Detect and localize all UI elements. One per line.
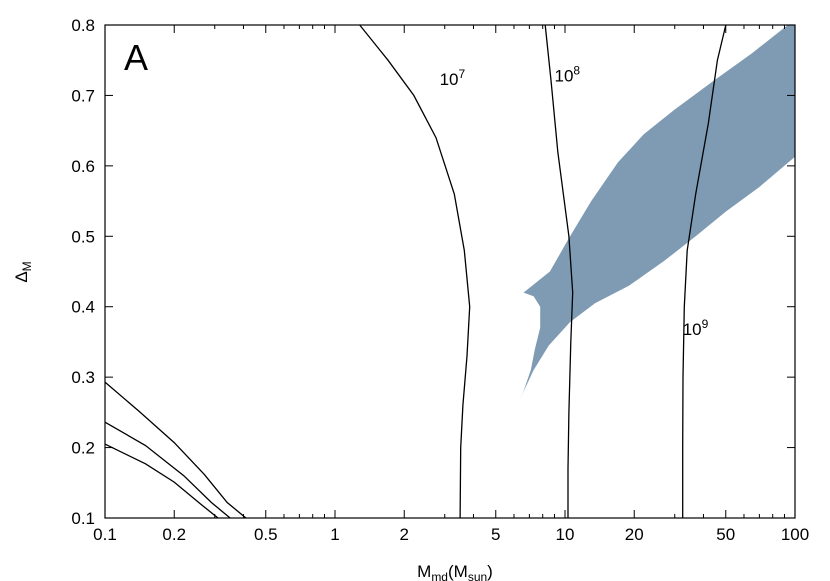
y-tick-label: 0.8: [71, 16, 95, 35]
contour-line-2: [544, 24, 574, 518]
x-tick-label: 100: [781, 525, 809, 544]
contour-label-2: 108: [555, 63, 581, 85]
y-tick-label: 0.5: [71, 227, 95, 246]
contour-label-1: 107: [440, 67, 466, 89]
contour-layer: 107 108 109: [104, 24, 727, 519]
contour-label-3: 109: [683, 317, 709, 339]
y-tick-label: 0.4: [71, 298, 95, 317]
contour-line-4: [104, 381, 247, 519]
x-tick-label: 5: [491, 525, 500, 544]
contour-line-3: [682, 24, 727, 518]
panel-label: A: [124, 37, 148, 78]
y-tick-label: 0.1: [71, 509, 95, 528]
y-tick-label: 0.2: [71, 439, 95, 458]
shaded-region: [507, 25, 795, 428]
y-tick-label: 0.7: [71, 86, 95, 105]
tick-layer: 0.1 0.2 0.5 1 2 5 10 20 50 100 0.1 0.2 0.3 0.4 0.5 0.6 0…: [71, 16, 809, 544]
x-tick-label: 0.1: [93, 525, 117, 544]
contour-line-6: [104, 443, 219, 519]
x-axis-label: Mmd(Msun): [417, 562, 493, 581]
x-tick-label: 20: [625, 525, 644, 544]
shaded-region-layer: [507, 25, 795, 428]
y-tick-label: 0.3: [71, 368, 95, 387]
x-tick-label: 10: [556, 525, 575, 544]
contour-line-5: [104, 421, 231, 519]
y-tick-label: 0.6: [71, 157, 95, 176]
y-axis-label: ΔM: [12, 261, 34, 282]
plot-frame: [104, 24, 796, 519]
x-tick-label: 1: [330, 525, 339, 544]
x-tick-label: 2: [400, 525, 409, 544]
x-tick-label: 0.5: [254, 525, 278, 544]
contour-line-1: [359, 24, 471, 519]
x-tick-label: 50: [716, 525, 735, 544]
x-tick-label: 0.2: [162, 525, 186, 544]
